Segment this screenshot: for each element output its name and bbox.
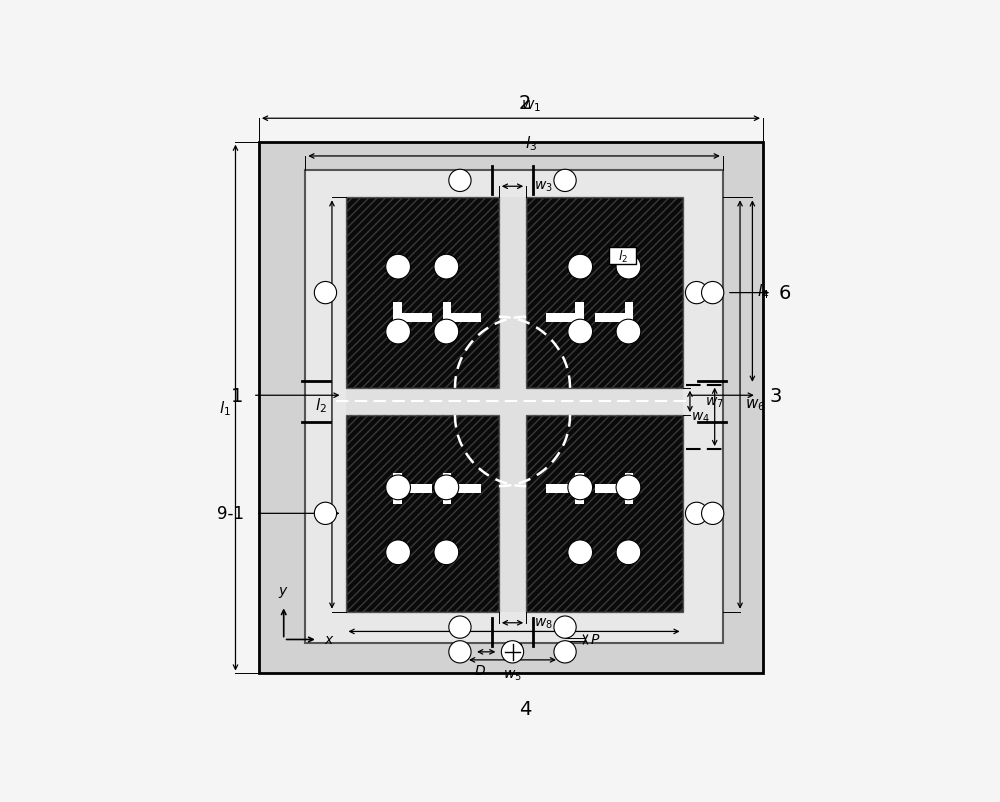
- Circle shape: [702, 282, 724, 304]
- Bar: [443, 302, 451, 334]
- Text: $l_4$: $l_4$: [757, 282, 770, 301]
- Text: 4: 4: [519, 699, 531, 719]
- Circle shape: [434, 476, 459, 500]
- Bar: [625, 302, 633, 334]
- Text: 2: 2: [519, 94, 531, 113]
- Circle shape: [386, 541, 410, 565]
- Text: $w_1$: $w_1$: [521, 99, 541, 114]
- Circle shape: [434, 320, 459, 345]
- Circle shape: [449, 170, 471, 192]
- Circle shape: [568, 541, 593, 565]
- Circle shape: [386, 320, 410, 345]
- Text: $l_1$: $l_1$: [219, 399, 231, 417]
- Bar: [595, 314, 629, 322]
- Bar: [526, 415, 683, 612]
- Circle shape: [616, 476, 641, 500]
- Circle shape: [554, 616, 576, 638]
- Circle shape: [386, 476, 410, 500]
- Bar: [546, 484, 580, 493]
- Circle shape: [685, 503, 708, 525]
- Bar: [259, 143, 763, 674]
- Text: $w_3$: $w_3$: [534, 180, 552, 194]
- Bar: [575, 302, 584, 334]
- Bar: [305, 170, 723, 642]
- Text: $l_3$: $l_3$: [525, 134, 537, 152]
- Bar: [575, 473, 584, 504]
- Circle shape: [314, 503, 337, 525]
- Bar: [393, 473, 402, 504]
- Circle shape: [568, 255, 593, 280]
- Bar: [609, 248, 636, 264]
- Bar: [526, 415, 683, 612]
- Circle shape: [554, 641, 576, 663]
- Circle shape: [702, 503, 724, 525]
- Bar: [526, 198, 683, 388]
- Text: $l_2$: $l_2$: [618, 248, 628, 264]
- Text: 3: 3: [769, 387, 781, 405]
- Circle shape: [449, 641, 471, 663]
- Circle shape: [616, 320, 641, 345]
- Text: $w_6$: $w_6$: [745, 397, 766, 413]
- Bar: [346, 198, 499, 388]
- Text: $l_2$: $l_2$: [315, 395, 327, 415]
- Circle shape: [434, 255, 459, 280]
- Circle shape: [386, 255, 410, 280]
- Bar: [397, 484, 432, 493]
- Bar: [625, 473, 633, 504]
- Text: $w_7$: $w_7$: [705, 395, 724, 409]
- Text: $y$: $y$: [278, 585, 289, 600]
- Bar: [346, 388, 683, 415]
- Bar: [447, 484, 481, 493]
- Bar: [447, 314, 481, 322]
- Circle shape: [314, 282, 337, 304]
- Text: $w_8$: $w_8$: [534, 616, 552, 630]
- Text: 9-1: 9-1: [217, 504, 244, 523]
- Bar: [443, 473, 451, 504]
- Text: 6: 6: [778, 284, 791, 302]
- Text: $D$: $D$: [474, 663, 486, 677]
- Circle shape: [501, 641, 524, 663]
- Circle shape: [616, 255, 641, 280]
- Circle shape: [568, 320, 593, 345]
- Text: $w_4$: $w_4$: [691, 410, 710, 424]
- Text: $x$: $x$: [324, 633, 335, 646]
- Bar: [346, 198, 499, 388]
- Circle shape: [568, 476, 593, 500]
- Bar: [346, 415, 499, 612]
- Circle shape: [685, 282, 708, 304]
- Text: $w_2$: $w_2$: [505, 639, 523, 654]
- Text: $w_5$: $w_5$: [503, 668, 522, 683]
- Bar: [397, 314, 432, 322]
- Bar: [595, 484, 629, 493]
- Circle shape: [449, 616, 471, 638]
- Bar: [526, 198, 683, 388]
- Circle shape: [616, 541, 641, 565]
- Circle shape: [434, 541, 459, 565]
- Bar: [393, 302, 402, 334]
- Circle shape: [554, 170, 576, 192]
- Bar: [499, 198, 526, 612]
- Text: $P$: $P$: [590, 633, 601, 646]
- Bar: [546, 314, 580, 322]
- Bar: [346, 415, 499, 612]
- Text: 1: 1: [231, 387, 244, 405]
